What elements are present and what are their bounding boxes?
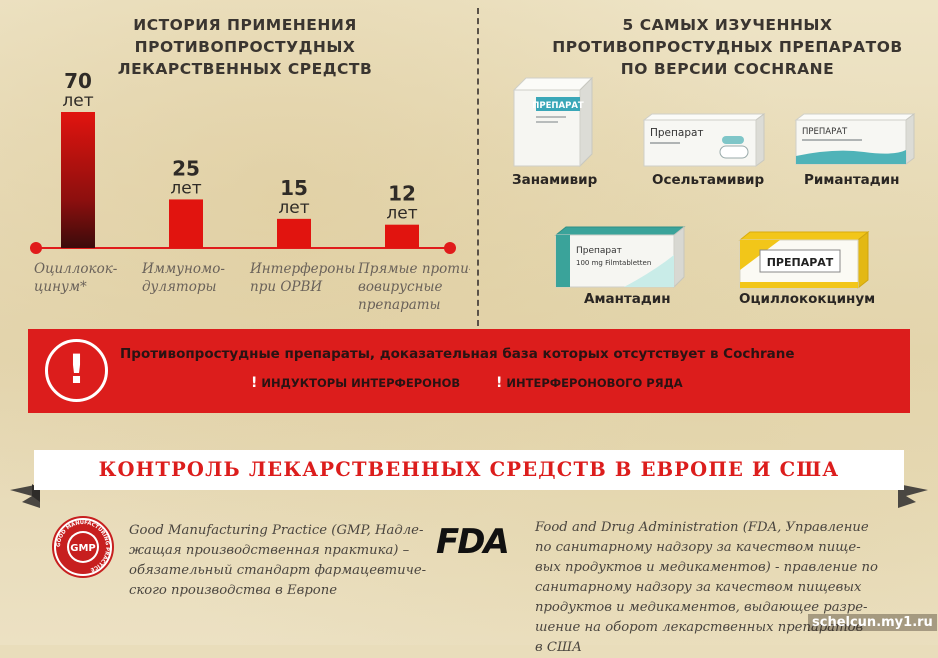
category-label: цинум* [34,279,87,295]
drug-name-amantadine: Амантадин [584,291,671,307]
drug-box-sublabel: 100 mg Filmtabletten [576,259,651,267]
drug-box-label: Препарат [576,246,622,256]
drug-name-oscillococcinum: Оциллококцинум [739,291,876,307]
chart-bar [169,199,203,248]
banner-item: ! ИНТЕРФЕРОНОВОГО РЯДА [496,375,683,391]
drug-name-zanamivir: Занамивир [512,172,598,188]
drugs-title-line: ПО ВЕРСИИ COCHRANE [620,60,835,78]
banner-item: ! ИНДУКТОРЫ ИНТЕРФЕРОНОВ [251,375,460,391]
fda-line: в США [535,640,582,655]
chart-title-line: ПРОТИВОПРОСТУДНЫХ [134,38,356,56]
fda-description: Food and Drug Administration (FDA, Управ… [535,518,910,658]
exclamation-icon: ! [251,375,258,391]
fda-line: Food and Drug Administration (FDA, Управ… [535,520,869,535]
data-label: 12 [388,182,416,206]
data-label: 15 [280,176,308,200]
drug-box-label: ПРЕПАРАТ [767,256,834,269]
chart-title: ИСТОРИЯ ПРИМЕНЕНИЯ ПРОТИВОПРОСТУДНЫХ ЛЕК… [100,14,390,80]
category-label: Прямые проти- [357,261,470,277]
fda-logo-icon: FDA [436,522,510,558]
data-label: 25 [172,156,200,180]
fda-logo-text: FDA [436,522,508,558]
banner-item-label: ИНДУКТОРЫ ИНТЕРФЕРОНОВ [261,376,461,390]
drug-box-label: ПРЕПАРАТ [802,127,848,137]
drug-box-rimantadine: ПРЕПАРАТ [794,113,916,165]
alert-mark: ! [67,347,86,393]
drug-name-oseltamivir: Осельтамивир [652,172,765,188]
ribbon [10,450,928,508]
drug-name-rimantadine: Римантадин [804,172,900,188]
chart-title-line: ИСТОРИЯ ПРИМЕНЕНИЯ [133,16,357,34]
axis-start-dot [30,242,42,254]
data-label: 70 [64,69,92,93]
chart-bar [61,112,95,248]
gmp-line: Good Manufacturing Practice (GMP, Надле- [129,523,424,538]
data-label-unit: лет [170,178,201,198]
category-label: вовирусные [358,279,442,295]
data-label-unit: лет [62,91,93,111]
fda-line: продуктов и медикаментов, выдающее разре… [535,600,868,615]
drug-box-oseltamivir: Препарат [642,113,766,167]
fda-line: вых продуктов и медикаментов) - правлени… [535,560,878,575]
fda-line: по санитарному надзору за качеством пище… [535,540,861,555]
warning-banner [28,329,910,413]
category-label: препараты [358,297,441,313]
drug-box-zanamivir: ПРЕПАРАТ [512,76,594,168]
section-divider [477,8,479,326]
gmp-line: обязательный стандарт фармацевтиче- [129,563,427,578]
gmp-line: ского производства в Европе [129,583,337,598]
gmp-line: жащая производственная практика) – [129,543,410,558]
category-label: при ОРВИ [250,279,322,295]
drug-box-oscillococcinum: ПРЕПАРАТ [738,230,870,290]
chart-bar [277,218,311,248]
banner-main-text: Противопростудные препараты, доказательн… [120,346,795,362]
drug-box-label: ПРЕПАРАТ [532,101,584,111]
drug-box-amantadine: Препарат 100 mg Filmtabletten [554,225,686,289]
alert-icon: ! [45,339,108,402]
banner-item-label: ИНТЕРФЕРОНОВОГО РЯДА [506,376,683,390]
exclamation-icon: ! [496,375,503,391]
category-label: Иммуномо- [141,261,225,277]
drug-box-label: Препарат [650,127,704,139]
section-heading: КОНТРОЛЬ ЛЕКАРСТВЕННЫХ СРЕДСТВ В ЕВРОПЕ … [98,458,840,481]
gmp-description: Good Manufacturing Practice (GMP, Надле-… [129,521,439,601]
category-label: Оциллокок- [34,261,118,277]
fda-line: санитарному надзору за качеством пищевых [535,580,862,595]
axis-end-dot [444,242,456,254]
drugs-title: 5 САМЫХ ИЗУЧЕННЫХ ПРОТИВОПРОСТУДНЫХ ПРЕП… [535,14,920,80]
history-bar-chart: 70летОциллокок-цинум*25летИммуномо-дулят… [30,69,470,313]
fda-line: шение на оборот лекарственных препаратов [535,620,864,635]
gmp-logo-text: GMP [70,543,96,554]
chart-title-line: ЛЕКАРСТВЕННЫХ СРЕДСТВ [117,60,373,78]
watermark: schelcun.my1.ru [808,614,937,631]
gmp-logo-icon: GOOD MANUFACTURING PRACTICE GMP [52,516,114,578]
category-label: Интерфероны [249,261,355,277]
data-label-unit: лет [386,204,417,224]
chart-bar [385,224,419,248]
data-label-unit: лет [278,198,309,218]
drugs-title-line: 5 САМЫХ ИЗУЧЕННЫХ [622,16,833,34]
drugs-title-line: ПРОТИВОПРОСТУДНЫХ ПРЕПАРАТОВ [552,38,903,56]
category-label: дуляторы [142,279,217,295]
